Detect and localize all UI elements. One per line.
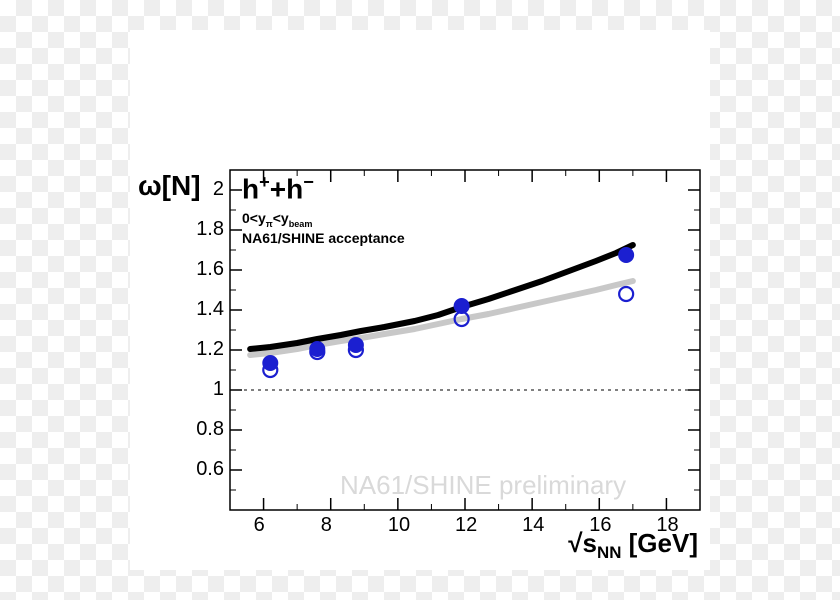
y-tick-label: 0.6 <box>196 458 224 481</box>
chart-container: ω[N] √sNN [GeV] h++h− 0<yπ<ybeam NA61/SH… <box>130 30 710 570</box>
plot-subtitle-2: NA61/SHINE acceptance <box>242 230 405 246</box>
x-tick-label: 8 <box>321 514 332 537</box>
y-axis-label: ω[N] <box>138 170 201 202</box>
y-tick-label: 1.8 <box>196 218 224 241</box>
watermark-text: NA61/SHINE preliminary <box>340 470 626 501</box>
y-tick-label: 0.8 <box>196 418 224 441</box>
x-tick-label: 16 <box>589 514 611 537</box>
x-tick-label: 6 <box>254 514 265 537</box>
plot-title: h++h− <box>242 172 314 205</box>
y-tick-label: 1.6 <box>196 258 224 281</box>
x-tick-label: 10 <box>388 514 410 537</box>
y-tick-label: 1.4 <box>196 298 224 321</box>
plot-subtitle-1: 0<yπ<ybeam <box>242 210 312 229</box>
x-tick-label: 18 <box>656 514 678 537</box>
y-tick-label: 1 <box>213 378 224 401</box>
x-tick-label: 14 <box>522 514 544 537</box>
y-tick-label: 2 <box>213 178 224 201</box>
y-tick-label: 1.2 <box>196 338 224 361</box>
x-tick-label: 12 <box>455 514 477 537</box>
